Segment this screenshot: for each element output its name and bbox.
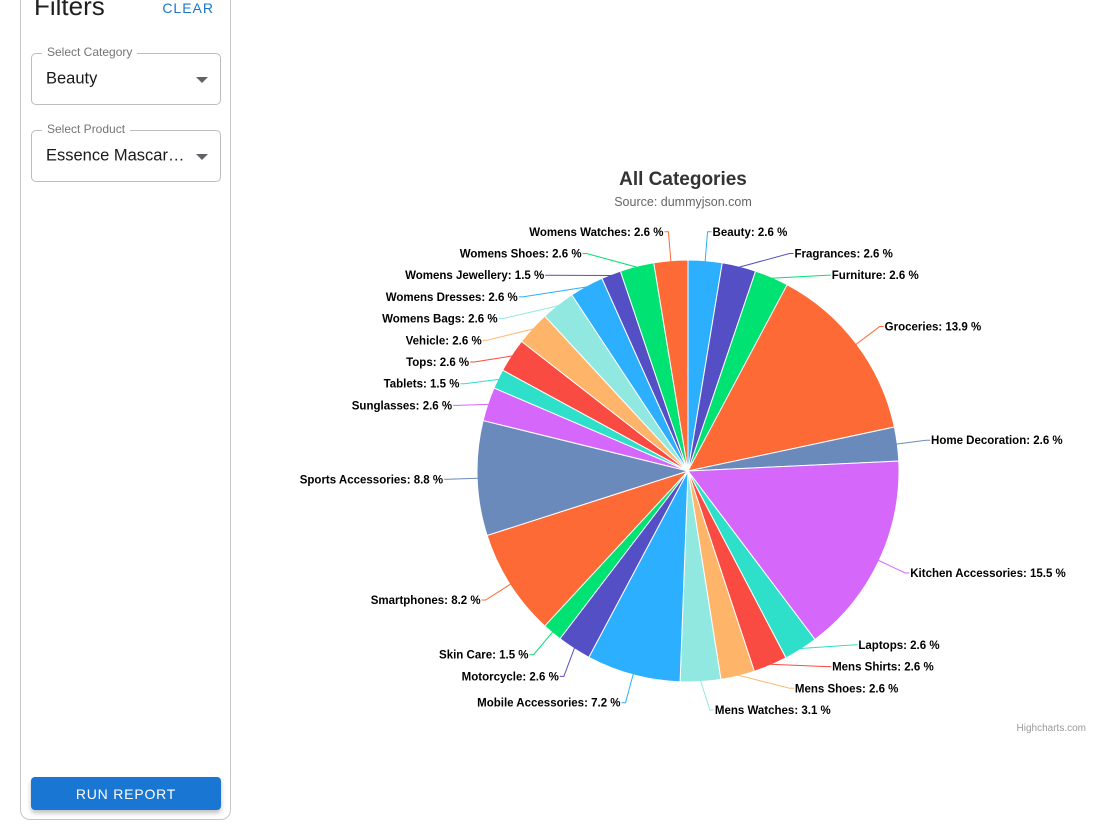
run-report-button[interactable]: RUN REPORT [31,777,221,810]
chevron-down-icon [196,154,208,160]
label-connector [481,583,512,601]
label-connector [582,253,638,268]
category-select-label: Select Category [42,45,138,59]
panel-header: Filters CLEAR [34,0,214,19]
slice-label: Home Decoration: 2.6 % [931,435,1063,447]
slice-label: Sports Accessories: 8.8 % [300,474,443,486]
slice-label: Smartphones: 8.2 % [371,595,481,607]
label-connector [470,355,513,363]
chevron-down-icon [196,77,208,83]
category-select-value: Beauty [46,69,98,88]
label-connector [444,477,479,480]
slice-label: Furniture: 2.6 % [832,270,919,282]
label-connector [482,328,534,341]
highcharts-credits-link[interactable]: Highcharts.com [1017,723,1086,734]
label-connector [664,231,672,262]
label-connector [621,673,634,704]
filters-title: Filters [34,0,105,21]
pie-chart: Beauty: 2.6 % Fragrances: 2.6 % Furniture:… [299,226,1086,734]
label-connector [704,231,712,262]
label-connector [559,647,576,677]
slice-label: Mobile Accessories: 7.2 % [477,698,620,710]
label-connector [896,439,931,445]
label-connector [738,253,794,268]
slice-label: Womens Jewellery: 1.5 % [405,270,544,282]
slice-label: Womens Watches: 2.6 % [529,227,663,239]
slice-label: Mens Shirts: 2.6 % [832,662,934,674]
slice-label: Fragrances: 2.6 % [794,249,892,261]
label-connector [453,403,489,406]
slice-label: Groceries: 13.9 % [885,322,982,334]
product-select[interactable]: Select Product Essence Mascara … [31,122,221,182]
slice-label: Vehicle: 2.6 % [406,335,482,347]
label-connector [877,559,910,574]
slice-label: Laptops: 2.6 % [858,640,939,652]
label-connector [518,286,588,298]
label-connector [770,663,832,668]
label-connector [737,674,794,689]
slice-label: Kitchen Accessories: 15.5 % [910,568,1066,580]
slice-label: Motorcycle: 2.6 % [462,671,559,683]
slice-label: Beauty: 2.6 % [713,227,788,239]
filters-panel: Filters CLEAR Select Category Beauty Sel… [20,0,231,820]
slice-label: Womens Bags: 2.6 % [382,314,497,326]
product-select-value: Essence Mascara … [46,146,191,165]
label-connector [800,644,858,649]
slice-label: Tablets: 1.5 % [384,379,460,391]
label-connector [529,631,554,656]
slice-label: Skin Care: 1.5 % [439,650,528,662]
label-connector [498,305,559,320]
chart-subtitle: Source: dummyjson.com [614,195,752,209]
chart-title: All Categories [619,169,747,190]
label-connector [855,326,884,345]
product-select-label: Select Product [42,122,131,136]
slice-label: Mens Shoes: 2.6 % [795,683,899,695]
category-select[interactable]: Select Category Beauty [31,45,221,105]
slice-label: Womens Shoes: 2.6 % [460,249,582,261]
label-connector [460,378,500,385]
slice-label: Mens Watches: 3.1 % [715,705,831,717]
label-connector [771,274,831,279]
slice-label: Womens Dresses: 2.6 % [386,292,518,304]
clear-filters-button[interactable]: CLEAR [162,0,214,16]
slice-label: Sunglasses: 2.6 % [352,400,452,412]
slice-label: Tops: 2.6 % [406,357,469,369]
label-connector [700,680,714,711]
